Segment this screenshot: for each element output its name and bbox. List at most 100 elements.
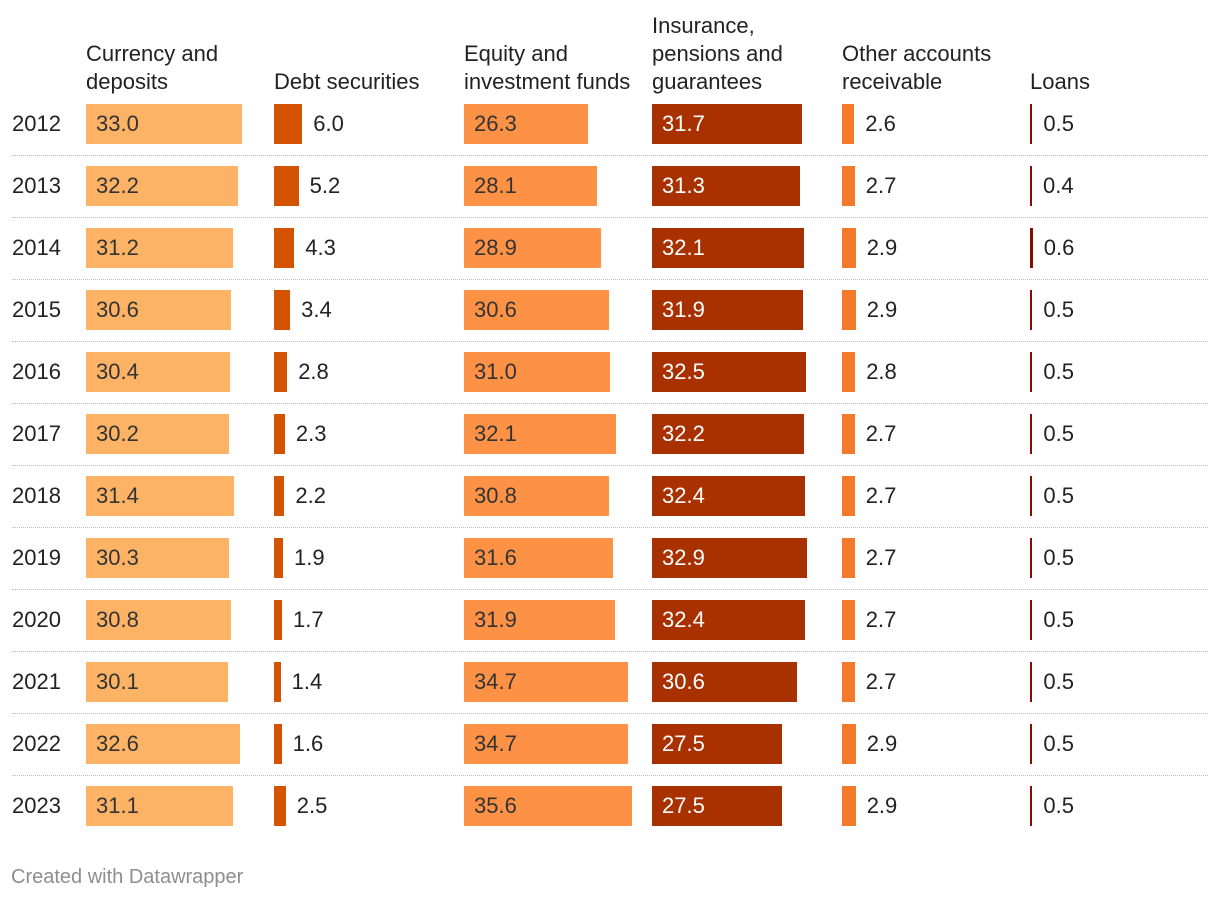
bar — [274, 600, 282, 640]
bar-value-label: 32.9 — [662, 545, 705, 570]
row-year-label: 2020 — [12, 607, 61, 632]
bar — [86, 724, 240, 764]
bar-value-label: 0.5 — [1043, 111, 1074, 136]
bar-value-label: 31.9 — [662, 297, 705, 322]
bar — [1030, 724, 1033, 764]
bar-value-label: 0.5 — [1043, 359, 1074, 384]
bar — [842, 166, 855, 206]
bar — [464, 476, 610, 516]
bar — [652, 600, 805, 640]
bar — [652, 104, 802, 144]
bar — [464, 600, 615, 640]
bar-value-label: 2.9 — [866, 297, 898, 322]
row-separator — [12, 775, 1208, 776]
bar — [464, 228, 601, 268]
bar-value-label: 30.4 — [96, 359, 139, 384]
bar-value-label: 0.5 — [1043, 421, 1074, 446]
column-header: Other accounts receivable — [842, 10, 1027, 96]
bar — [1030, 476, 1033, 516]
bar-value-label: 30.1 — [96, 669, 139, 694]
bar — [86, 600, 232, 640]
bar-value-label: 27.5 — [662, 793, 705, 818]
bar-value-label: 1.6 — [292, 731, 324, 756]
bar — [86, 414, 229, 454]
row-year-label: 2012 — [12, 111, 61, 136]
column-header: Equity and investment funds — [464, 10, 634, 96]
bar-value-label: 0.5 — [1043, 731, 1074, 756]
bar — [274, 724, 282, 764]
row-year-label: 2022 — [12, 731, 61, 756]
bar — [1030, 786, 1033, 826]
bar-value-label: 2.9 — [866, 731, 898, 756]
row-year-label: 2019 — [12, 545, 61, 570]
bar — [464, 290, 609, 330]
bar-value-label: 2.9 — [866, 793, 898, 818]
bar — [274, 538, 283, 578]
bar — [464, 104, 589, 144]
bar — [464, 538, 614, 578]
row-separator — [12, 341, 1208, 342]
bar-value-label: 30.6 — [662, 669, 705, 694]
bar-value-label: 0.5 — [1043, 607, 1074, 632]
bar-value-label: 1.7 — [293, 607, 324, 632]
bar-value-label: 0.4 — [1043, 173, 1074, 198]
bar-value-label: 30.2 — [96, 421, 139, 446]
bar — [652, 786, 782, 826]
bar-value-label: 2.7 — [865, 669, 897, 694]
bar-value-label: 32.4 — [662, 607, 705, 632]
bar-value-label: 2.2 — [295, 483, 326, 508]
row-year-label: 2018 — [12, 483, 61, 508]
bar — [274, 166, 299, 206]
column-header: Debt securities — [274, 10, 454, 96]
bar-value-label: 31.1 — [96, 793, 139, 818]
bar — [274, 104, 303, 144]
row-separator — [12, 217, 1208, 218]
bar — [274, 228, 295, 268]
bar — [274, 414, 285, 454]
column-header-label: Equity and investment funds — [464, 41, 631, 94]
bar — [274, 662, 281, 702]
bar — [274, 476, 285, 516]
bar — [464, 662, 628, 702]
row-separator — [12, 465, 1208, 466]
bar-value-label: 0.5 — [1043, 669, 1074, 694]
bar — [842, 352, 856, 392]
bar — [274, 786, 286, 826]
bar-value-label: 28.1 — [474, 173, 517, 198]
bar — [652, 662, 797, 702]
bar-value-label: 2.3 — [295, 421, 327, 446]
bar — [86, 290, 231, 330]
bar-value-label: 32.2 — [662, 421, 705, 446]
bar — [1030, 228, 1033, 268]
row-separator — [12, 527, 1208, 528]
bar-value-label: 30.3 — [96, 545, 139, 570]
column-header: Insurance, pensions and guarantees — [652, 10, 832, 96]
bar — [464, 786, 633, 826]
bar — [652, 476, 805, 516]
bar — [652, 538, 808, 578]
bar-value-label: 2.7 — [865, 545, 897, 570]
bar — [86, 352, 230, 392]
bar-value-label: 0.6 — [1043, 235, 1075, 260]
bar — [842, 600, 855, 640]
bar-value-label: 30.8 — [96, 607, 139, 632]
bar-value-label: 0.5 — [1043, 297, 1074, 322]
row-year-label: 2015 — [12, 297, 61, 322]
column-header: Loans — [1030, 10, 1180, 96]
bar — [842, 228, 856, 268]
datawrapper-credit[interactable]: Created with Datawrapper — [11, 866, 244, 888]
bar — [86, 662, 229, 702]
bar-value-label: 32.5 — [662, 359, 705, 384]
row-year-label: 2017 — [12, 421, 61, 446]
bar-value-label: 0.5 — [1043, 793, 1074, 818]
bar-value-label: 28.9 — [474, 235, 517, 260]
column-header-label: Debt securities — [274, 69, 420, 94]
bar — [274, 352, 288, 392]
bar — [1030, 352, 1033, 392]
bar-value-label: 2.8 — [298, 359, 329, 384]
row-separator — [12, 589, 1208, 590]
bar-value-label: 31.9 — [474, 607, 517, 632]
bar-value-label: 2.7 — [865, 607, 897, 632]
bar — [86, 786, 233, 826]
bar-value-label: 2.8 — [866, 359, 897, 384]
